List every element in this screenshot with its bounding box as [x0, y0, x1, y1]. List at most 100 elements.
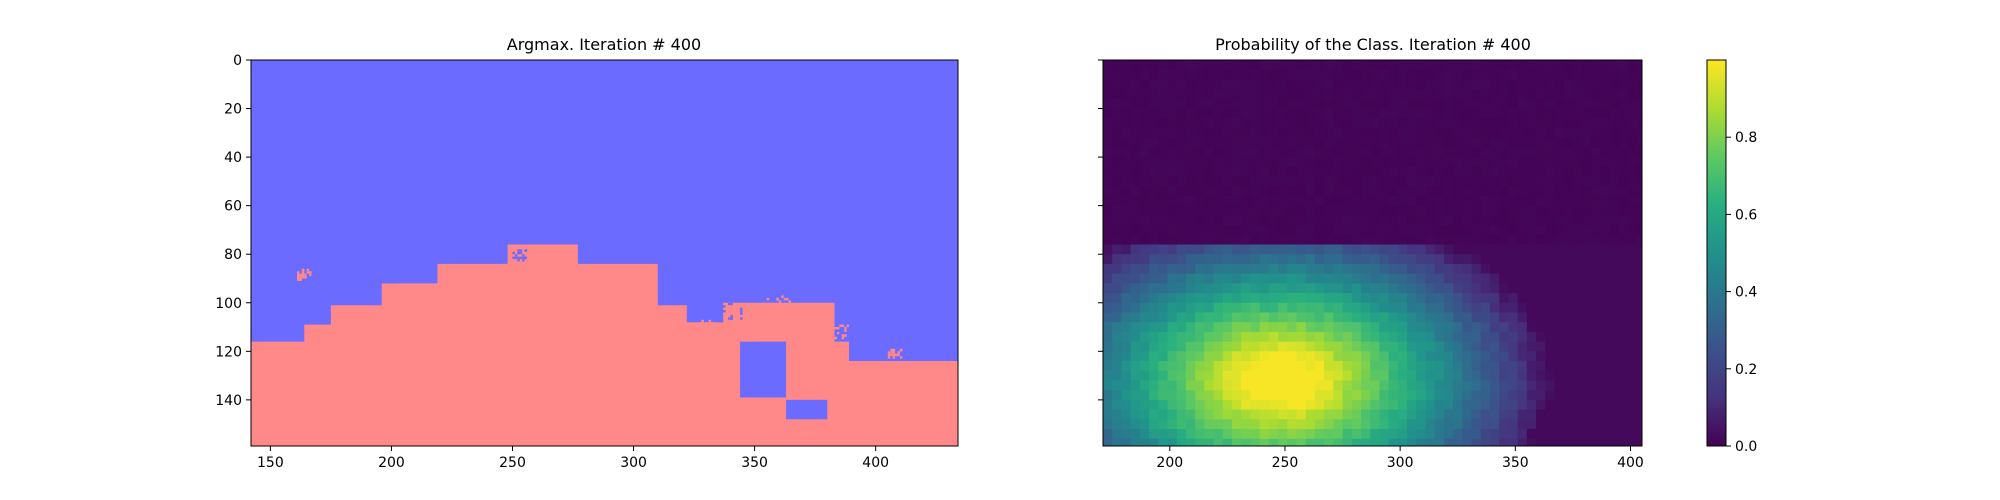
- probability-cell: [1425, 438, 1436, 446]
- probability-cell: [1204, 157, 1215, 168]
- probability-cell: [1434, 176, 1445, 187]
- probability-cell: [1480, 234, 1491, 246]
- probability-cell: [1130, 108, 1141, 119]
- probability-cell: [1149, 186, 1159, 197]
- probability-cell: [1231, 79, 1242, 90]
- probability-cell: [1600, 205, 1611, 216]
- probability-cell: [1480, 263, 1491, 275]
- probability-cell: [1434, 361, 1445, 372]
- probability-cell: [1287, 244, 1297, 255]
- argmax-noise-pixel: [696, 324, 699, 328]
- probability-cell: [1241, 195, 1251, 207]
- probability-cell: [1609, 380, 1620, 391]
- probability-cell: [1499, 351, 1509, 362]
- probability-cell: [1305, 419, 1316, 430]
- probability-cell: [1591, 331, 1602, 343]
- probability-cell: [1231, 351, 1242, 362]
- probability-cell: [1167, 157, 1178, 168]
- probability-cell: [1195, 225, 1205, 236]
- probability-cell: [1204, 176, 1215, 187]
- probability-cell: [1314, 195, 1325, 207]
- probability-cell: [1149, 118, 1159, 129]
- probability-cell: [1250, 69, 1261, 80]
- probability-cell: [1462, 137, 1473, 148]
- probability-cell: [1130, 205, 1141, 216]
- probability-cell: [1222, 263, 1233, 275]
- probability-cell: [1526, 176, 1537, 187]
- probability-cell: [1139, 302, 1150, 313]
- argmax-noise-pixel: [752, 334, 755, 337]
- probability-cell: [1379, 127, 1390, 139]
- probability-cell: [1231, 137, 1242, 148]
- probability-cell: [1259, 244, 1270, 255]
- probability-cell: [1471, 322, 1482, 333]
- probability-cell: [1204, 283, 1215, 294]
- probability-cell: [1185, 380, 1196, 391]
- probability-cell: [1222, 176, 1233, 187]
- probability-cell: [1489, 108, 1500, 119]
- probability-cell: [1195, 127, 1205, 139]
- probability-cell: [1582, 108, 1592, 119]
- probability-cell: [1425, 89, 1436, 100]
- y-tick-label: 20: [224, 102, 242, 118]
- probability-cell: [1434, 60, 1445, 71]
- probability-cell: [1379, 234, 1390, 246]
- probability-cell: [1609, 293, 1620, 304]
- argmax-noise-pixel: [781, 295, 784, 298]
- probability-cell: [1434, 419, 1445, 430]
- probability-cell: [1480, 89, 1491, 100]
- probability-cell: [1314, 176, 1325, 187]
- probability-cell: [1250, 89, 1261, 100]
- probability-cell: [1628, 225, 1638, 236]
- argmax-noise-pixel: [301, 268, 305, 272]
- probability-cell: [1342, 399, 1353, 411]
- probability-cell: [1618, 234, 1629, 246]
- probability-cell: [1305, 195, 1316, 207]
- probability-cell: [1526, 390, 1537, 401]
- probability-cell: [1489, 60, 1500, 71]
- probability-cell: [1149, 244, 1159, 255]
- probability-cell: [1545, 225, 1555, 236]
- probability-cell: [1517, 419, 1528, 430]
- probability-cell: [1443, 98, 1454, 110]
- probability-cell: [1324, 147, 1334, 158]
- probability-cell: [1103, 263, 1113, 275]
- argmax-noise-pixel: [517, 259, 520, 262]
- probability-cell: [1416, 147, 1426, 158]
- probability-cell: [1600, 419, 1611, 430]
- probability-cell: [1195, 263, 1205, 275]
- probability-cell: [1121, 331, 1132, 343]
- probability-cell: [1536, 89, 1546, 100]
- probability-cell: [1554, 380, 1565, 391]
- probability-cell: [1278, 283, 1288, 294]
- probability-cell: [1480, 429, 1491, 440]
- probability-cell: [1222, 399, 1233, 411]
- argmax-noise-pixel: [674, 268, 678, 272]
- probability-cell: [1296, 419, 1307, 430]
- argmax-noise-pixel: [306, 271, 310, 274]
- probability-cell: [1158, 399, 1168, 411]
- probability-cell: [1572, 361, 1583, 372]
- probability-cell: [1213, 419, 1224, 430]
- probability-cell: [1195, 195, 1205, 207]
- probability-cell: [1213, 244, 1224, 255]
- argmax-noise-pixel: [698, 329, 702, 332]
- probability-cell: [1554, 399, 1565, 411]
- probability-cell: [1342, 118, 1353, 129]
- probability-cell: [1425, 254, 1436, 265]
- probability-cell: [1139, 293, 1150, 304]
- probability-cell: [1499, 438, 1509, 446]
- probability-cell: [1609, 98, 1620, 110]
- probability-cell: [1195, 293, 1205, 304]
- probability-cell: [1259, 186, 1270, 197]
- probability-cell: [1563, 429, 1574, 440]
- probability-cell: [1453, 69, 1463, 80]
- probability-cell: [1370, 195, 1380, 207]
- probability-cell: [1508, 205, 1519, 216]
- x-tick-label: 250: [1272, 455, 1299, 471]
- probability-cell: [1471, 69, 1482, 80]
- probability-cell: [1241, 186, 1251, 197]
- probability-cell: [1637, 98, 1642, 110]
- probability-cell: [1121, 322, 1132, 333]
- probability-cell: [1582, 186, 1592, 197]
